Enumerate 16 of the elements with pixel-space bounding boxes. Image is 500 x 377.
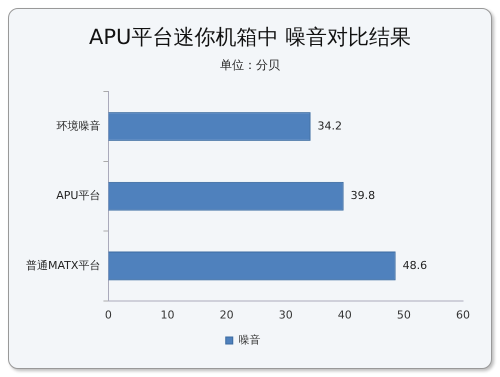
y-tick-label: APU平台 [56, 189, 100, 202]
x-tick-label: 50 [396, 308, 411, 322]
legend-label: 噪音 [238, 333, 260, 346]
x-tick-label: 40 [338, 308, 352, 322]
y-tick-label: 环境噪音 [56, 119, 100, 132]
x-tick-label: 0 [104, 308, 112, 322]
x-tick-label: 10 [160, 308, 175, 322]
x-tick-label: 60 [456, 308, 470, 322]
chart-subtitle: 单位：分贝 [219, 57, 281, 74]
chart-title: APU平台迷你机箱中 噪音对比结果 [88, 24, 412, 51]
data-label: 48.6 [402, 258, 428, 272]
y-tick-label: 普通MATX平台 [26, 258, 100, 272]
data-label: 34.2 [318, 119, 342, 132]
x-tick-label: 20 [220, 308, 234, 322]
data-label: 39.8 [350, 189, 376, 202]
x-tick-label: 30 [278, 308, 293, 322]
